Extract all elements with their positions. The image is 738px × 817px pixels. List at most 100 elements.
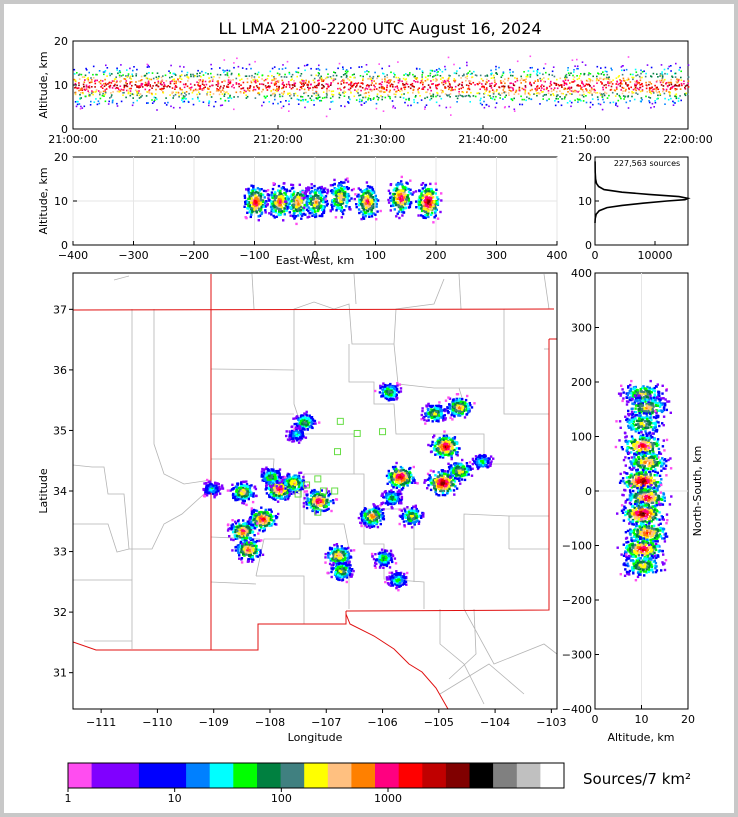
time-altitude-source (282, 81, 284, 84)
time-altitude-source (616, 81, 618, 83)
time-altitude-source (384, 96, 387, 99)
time-altitude-source (450, 114, 452, 116)
time-altitude-source (147, 83, 149, 86)
time-altitude-source (326, 87, 328, 90)
plan-view-cell (285, 495, 289, 498)
time-altitude-source (120, 64, 122, 66)
time-altitude-source (580, 87, 582, 89)
time-altitude-source (523, 71, 525, 73)
time-altitude-source (495, 83, 497, 85)
time-altitude-source (605, 92, 608, 95)
plan-view-cell (273, 488, 276, 491)
ew-altitude-cell (260, 205, 263, 209)
time-altitude-source (182, 101, 184, 103)
ew-altitude-cell (343, 181, 346, 184)
time-altitude-source (625, 68, 628, 71)
time-altitude-source (571, 81, 573, 83)
time-altitude-source (436, 71, 438, 74)
plan-view-cell (444, 447, 447, 450)
time-altitude-source (458, 88, 460, 90)
time-altitude-source (491, 97, 494, 100)
time-altitude-source (132, 69, 134, 72)
time-altitude-source (589, 80, 591, 83)
time-altitude-source (191, 91, 194, 94)
time-altitude-source (185, 91, 188, 93)
ew-altitude-cell (428, 190, 431, 193)
ew-altitude-cell (362, 189, 366, 193)
time-altitude-source (149, 85, 152, 88)
ew-altitude-cell (292, 196, 296, 200)
time-altitude-source (403, 86, 405, 89)
time-altitude-source (151, 72, 154, 74)
time-altitude-source (576, 75, 578, 77)
time-altitude-source (174, 88, 176, 90)
time-altitude-source (526, 96, 528, 98)
ew-altitude-cell (339, 187, 342, 190)
time-altitude-source (93, 101, 96, 103)
time-altitude-source (118, 71, 121, 73)
plan-view-cell (453, 437, 456, 440)
time-altitude-source (222, 69, 224, 72)
plan-view-cell (416, 482, 419, 485)
plan-view-cell (445, 477, 448, 480)
time-altitude-source (580, 88, 582, 90)
plan-view-cell (317, 490, 320, 494)
time-altitude-source (531, 88, 533, 91)
ew-altitude-cell (277, 195, 280, 199)
time-altitude-source (169, 81, 172, 83)
time-altitude-source (108, 81, 111, 84)
time-altitude-source (277, 88, 279, 90)
time-altitude-source (131, 104, 134, 107)
time-altitude-source (253, 88, 255, 91)
ew-altitude-cell (323, 205, 326, 208)
plan-view-cell (444, 450, 448, 454)
plan-view-cell (262, 512, 265, 515)
time-altitude-source (503, 85, 506, 88)
time-altitude-source (494, 81, 496, 84)
time-altitude-source (115, 81, 118, 84)
ew-altitude-cell (403, 190, 406, 193)
time-altitude-source (74, 101, 77, 103)
time-altitude-source (632, 88, 635, 91)
time-altitude-source (189, 88, 192, 91)
ew-altitude-cell (396, 212, 399, 215)
time-altitude-source (483, 106, 486, 109)
ew-altitude-cell (323, 207, 326, 210)
time-altitude-source (419, 82, 422, 84)
time-altitude-source (216, 80, 219, 83)
plan-view-cell (260, 515, 263, 518)
time-altitude-source (669, 88, 672, 90)
time-altitude-source (469, 73, 472, 75)
time-altitude-source (261, 78, 263, 80)
ew-altitude-cell (250, 197, 253, 200)
plan-view-cell (439, 439, 442, 442)
time-altitude-source (140, 96, 142, 98)
time-altitude-source (94, 80, 96, 83)
time-altitude-source (326, 90, 328, 93)
time-altitude-source (495, 65, 497, 68)
time-altitude-source (620, 97, 622, 100)
time-altitude-source (402, 97, 405, 99)
time-altitude-source (429, 72, 432, 75)
plan-view-cell (331, 499, 335, 502)
time-altitude-source (162, 85, 165, 88)
ew-altitude-cell (246, 207, 249, 210)
plan-view-cell (250, 509, 254, 512)
time-altitude-source (466, 64, 468, 67)
plan-view-cell (442, 482, 445, 485)
time-altitude-source (559, 90, 561, 92)
time-altitude-source (321, 78, 323, 81)
time-altitude-source (296, 88, 298, 90)
time-altitude-source (276, 88, 278, 90)
time-altitude-source (298, 89, 301, 91)
ew-altitude-cell (301, 189, 304, 193)
time-altitude-source (434, 70, 436, 73)
time-altitude-source (248, 63, 251, 66)
time-altitude-source (106, 67, 109, 69)
time-altitude-source (343, 80, 345, 82)
time-altitude-source (400, 88, 402, 90)
time-altitude-source (675, 93, 678, 95)
time-altitude-source (325, 115, 328, 118)
time-altitude-source (640, 97, 643, 99)
ew-altitude-cell (298, 211, 302, 215)
